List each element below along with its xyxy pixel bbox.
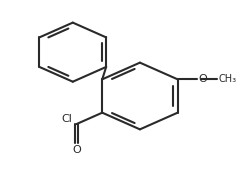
Text: O: O [72, 145, 81, 155]
Text: Cl: Cl [62, 114, 73, 124]
Text: O: O [199, 74, 207, 84]
Text: CH₃: CH₃ [218, 74, 236, 84]
